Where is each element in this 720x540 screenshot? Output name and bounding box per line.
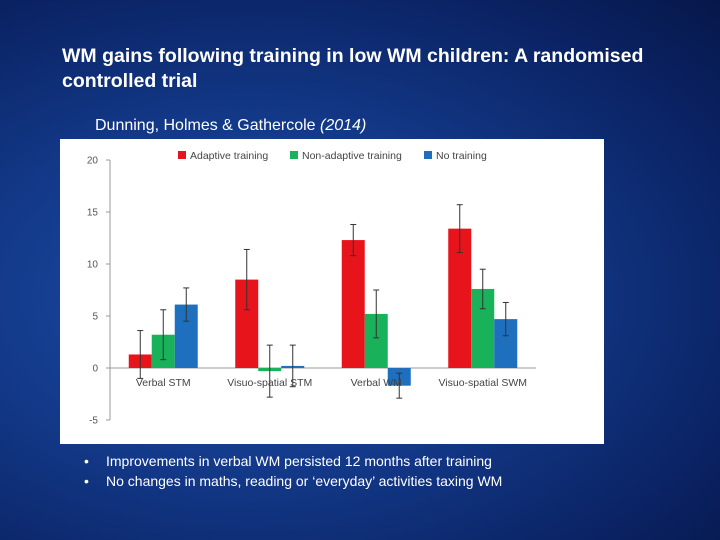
bullet-marker: • <box>84 473 89 489</box>
bar <box>364 313 388 368</box>
bullet-item: • Improvements in verbal WM persisted 12… <box>84 451 502 471</box>
legend-label: Non-adaptive training <box>302 150 402 162</box>
y-tick-label: 20 <box>87 156 99 167</box>
legend-swatch <box>424 151 432 159</box>
bar-chart: -5 0 5 10 15 20 Verbal STM Visuo-spatial STM Ver… <box>87 150 536 427</box>
bullet-text: No changes in maths, reading or ‘everyda… <box>106 473 503 489</box>
slide-title-line-2: controlled trial <box>62 70 198 92</box>
y-tick-label: 15 <box>87 208 99 219</box>
bullet-marker: • <box>84 453 89 469</box>
y-tick-label: -5 <box>89 416 98 427</box>
bar <box>494 319 518 368</box>
citation-authors: Dunning, Holmes & Gathercole <box>95 117 316 134</box>
bullet-list: • Improvements in verbal WM persisted 12… <box>84 451 502 491</box>
bar <box>235 279 259 368</box>
slide-title-line-1: WM gains following training in low WM ch… <box>62 45 644 67</box>
bar <box>448 228 472 368</box>
citation-year: (2014) <box>320 117 367 134</box>
bar <box>341 240 365 368</box>
slide-title: WM gains following training in low WM ch… <box>62 44 682 94</box>
bullet-text: Improvements in verbal WM persisted 12 m… <box>106 453 492 469</box>
bar <box>471 288 495 368</box>
category-label: Visuo-spatial STM <box>227 377 312 389</box>
citation: Dunning, Holmes & Gathercole (2014) <box>95 117 366 135</box>
y-tick-label: 0 <box>92 364 98 375</box>
legend-label: Adaptive training <box>190 150 268 162</box>
chart-panel: -5 0 5 10 15 20 Verbal STM Visuo-spatial STM Ver… <box>60 139 604 444</box>
y-tick-label: 5 <box>92 312 98 323</box>
category-label: Visuo-spatial SWM <box>438 377 527 389</box>
bullet-item: • No changes in maths, reading or ‘every… <box>84 471 502 491</box>
category-label: Verbal WM <box>351 377 402 389</box>
legend-swatch <box>178 151 186 159</box>
legend-label: No training <box>436 150 487 162</box>
category-label: Verbal STM <box>136 377 191 389</box>
bar <box>174 304 198 368</box>
y-tick-label: 10 <box>87 260 99 271</box>
legend-swatch <box>290 151 298 159</box>
